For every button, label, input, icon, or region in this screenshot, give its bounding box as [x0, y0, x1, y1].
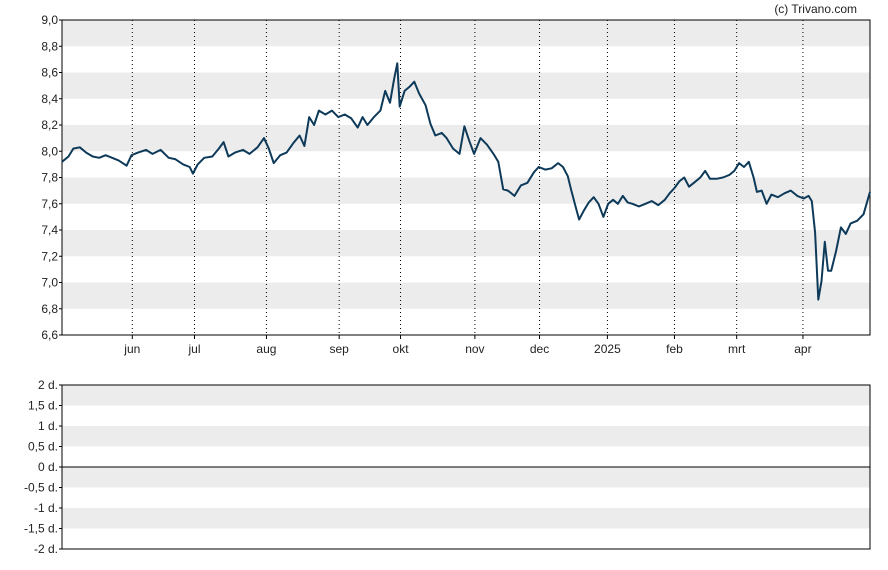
series-line-0 — [61, 62, 871, 301]
grid-band — [62, 20, 870, 47]
x-tick-label: jun — [123, 342, 140, 356]
grid-band — [62, 177, 870, 204]
y-tick-label: 8,0 — [41, 144, 58, 158]
y-tick-label: 0,5 d. — [28, 440, 58, 454]
y-tick-label: 7,0 — [41, 276, 58, 290]
x-tick-label: jul — [188, 342, 201, 356]
y-tick-label: 7,8 — [41, 171, 58, 185]
x-tick-label: dec — [530, 342, 549, 356]
y-tick-label: 0 d. — [38, 460, 58, 474]
plot-frame — [61, 384, 871, 550]
x-tick-label: nov — [465, 342, 484, 356]
y-tick-label: 6,6 — [41, 328, 58, 342]
y-tick-label: 8,4 — [41, 92, 58, 106]
y-tick-label: -2 d. — [34, 542, 58, 556]
y-tick-label: 6,8 — [41, 302, 58, 316]
y-tick-label: 7,6 — [41, 197, 58, 211]
chart-panel-0: 9,0 8,8 8,6 8,4 8,2 8,0 7,8 7,6 7,4 7,2 7,0 6,8 6,6 j… — [41, 13, 871, 356]
y-tick-label: -1 d. — [34, 501, 58, 515]
x-tick-label: aug — [256, 342, 276, 356]
grid-band — [62, 230, 870, 257]
grid-band — [62, 508, 870, 529]
y-tick-label: 8,2 — [41, 118, 58, 132]
grid-band — [62, 467, 870, 488]
y-tick-label: 2 d. — [38, 378, 58, 392]
y-tick-label: 1,5 d. — [28, 399, 58, 413]
plot-frame — [61, 19, 871, 336]
x-tick-label: 2025 — [594, 342, 621, 356]
x-tick-label: feb — [666, 342, 683, 356]
grid-band — [62, 385, 870, 406]
y-tick-label: -1,5 d. — [24, 522, 58, 536]
grid-band — [62, 72, 870, 99]
y-tick-label: 7,4 — [41, 223, 58, 237]
x-tick-label: apr — [794, 342, 811, 356]
chart-panel-1: 2 d. 1,5 d. 1 d. 0,5 d. 0 d. -0,5 d. -1 d. -1,5… — [24, 378, 871, 556]
x-tick-label: okt — [393, 342, 410, 356]
grid-band — [62, 426, 870, 447]
y-tick-label: 8,8 — [41, 39, 58, 53]
y-tick-label: 8,6 — [41, 66, 58, 80]
y-tick-label: 1 d. — [38, 419, 58, 433]
credit-label: (c) Trivano.com — [774, 2, 857, 16]
y-tick-label: 9,0 — [41, 13, 58, 27]
x-tick-label: mrt — [728, 342, 746, 356]
x-tick-label: sep — [329, 342, 349, 356]
y-tick-label: -0,5 d. — [24, 481, 58, 495]
y-tick-label: 7,2 — [41, 249, 58, 263]
grid-band — [62, 282, 870, 309]
